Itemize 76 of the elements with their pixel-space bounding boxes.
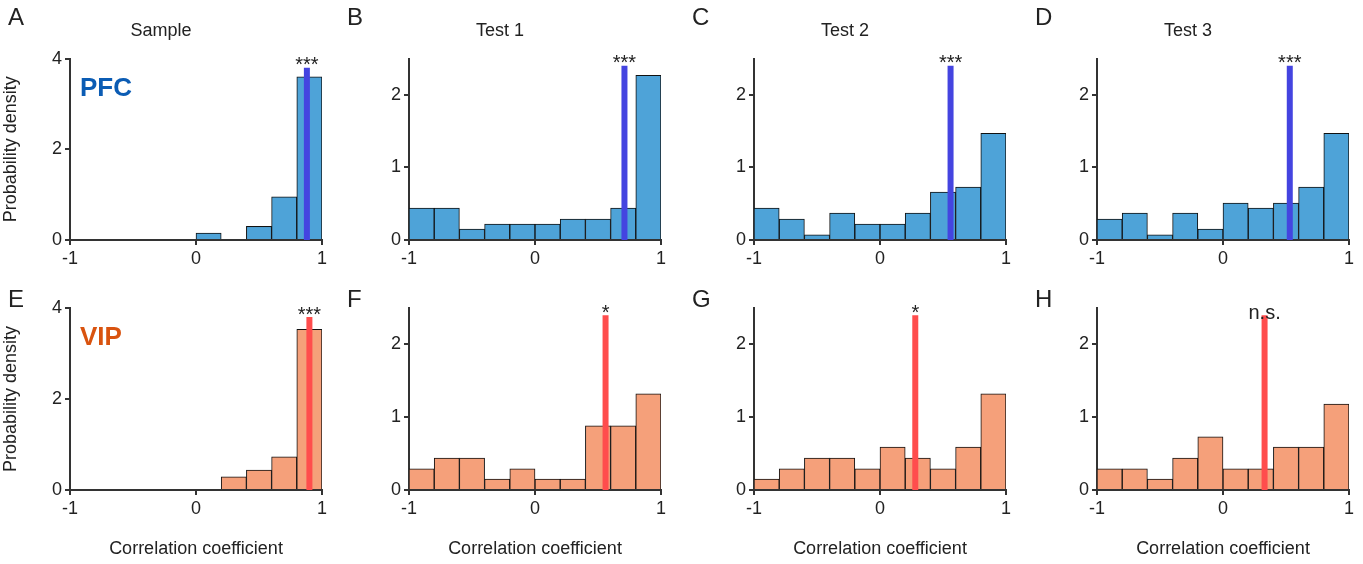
y-tick-label: 2 <box>735 333 746 354</box>
x-tick-label: 1 <box>316 497 328 518</box>
chart-title: Test 3 <box>1163 19 1213 40</box>
x-tick-label: 1 <box>655 497 667 518</box>
x-tick-label: 1 <box>1000 497 1012 518</box>
y-axis-title: Probability density <box>0 325 20 473</box>
y-tick-label: 0 <box>390 228 401 249</box>
annotation: * <box>911 300 920 323</box>
y-tick-label: 2 <box>735 83 746 104</box>
chart-title: Sample <box>130 19 192 40</box>
annotation: PFC <box>80 71 133 102</box>
x-tick-label: -1 <box>61 497 79 518</box>
x-tick-label: -1 <box>1088 247 1106 268</box>
x-tick-label: 0 <box>874 497 886 518</box>
x-tick-label: 1 <box>1000 247 1012 268</box>
y-tick-label: 1 <box>735 406 746 427</box>
annotation: * <box>601 300 610 323</box>
x-tick-label: -1 <box>400 497 418 518</box>
y-tick-label: 2 <box>390 333 401 354</box>
y-tick-label: 0 <box>735 228 746 249</box>
x-tick-label: 1 <box>655 247 667 268</box>
y-tick-label: 0 <box>1078 228 1089 249</box>
y-tick-label: 2 <box>1078 333 1089 354</box>
annotation: *** <box>297 302 322 325</box>
y-tick-label: 4 <box>51 47 62 68</box>
y-tick-label: 2 <box>51 138 62 159</box>
x-tick-label: 0 <box>529 497 541 518</box>
chart-title: Test 2 <box>820 19 870 40</box>
x-tick-label: -1 <box>745 247 763 268</box>
annotation: *** <box>938 51 963 74</box>
annotation: n.s. <box>1248 300 1281 323</box>
y-tick-label: 1 <box>735 156 746 177</box>
x-tick-label: 0 <box>874 247 886 268</box>
x-tick-label: 0 <box>1217 497 1229 518</box>
x-tick-label: 1 <box>1343 247 1355 268</box>
y-tick-label: 0 <box>51 228 62 249</box>
x-tick-label: 0 <box>190 497 202 518</box>
x-tick-label: 1 <box>1343 497 1355 518</box>
y-tick-label: 1 <box>1078 156 1089 177</box>
y-tick-label: 0 <box>390 478 401 499</box>
x-axis-title: Correlation coefficient <box>793 538 967 559</box>
chart-title: Test 1 <box>475 19 525 40</box>
annotation: *** <box>612 51 637 74</box>
text: D <box>1035 2 1053 30</box>
x-axis-title: Correlation coefficient <box>1136 538 1310 559</box>
annotation: *** <box>295 53 319 76</box>
y-tick-label: 1 <box>1078 406 1089 427</box>
x-axis-title: Correlation coefficient <box>109 538 283 559</box>
y-tick-label: 1 <box>390 406 401 427</box>
y-tick-label: 0 <box>735 478 746 499</box>
x-tick-label: -1 <box>745 497 763 518</box>
text: H <box>1035 284 1053 312</box>
y-tick-label: 2 <box>51 387 62 408</box>
annotation: *** <box>1278 51 1302 74</box>
annotation: VIP <box>80 321 122 352</box>
x-tick-label: 0 <box>529 247 541 268</box>
y-tick-label: 2 <box>390 83 401 104</box>
y-tick-label: 0 <box>1078 478 1089 499</box>
text: E <box>8 284 25 312</box>
y-tick-label: 4 <box>51 296 62 317</box>
x-tick-label: 0 <box>1217 247 1229 268</box>
text: A <box>8 2 25 30</box>
x-tick-label: 1 <box>316 247 328 268</box>
x-tick-label: -1 <box>1088 497 1106 518</box>
text: B <box>347 2 364 30</box>
text: C <box>692 2 710 30</box>
x-axis-title: Correlation coefficient <box>448 538 622 559</box>
y-tick-label: 0 <box>51 478 62 499</box>
x-tick-label: 0 <box>190 247 202 268</box>
x-tick-label: -1 <box>400 247 418 268</box>
text: G <box>692 284 711 312</box>
y-axis-title: Probability density <box>0 76 20 223</box>
y-tick-label: 1 <box>390 156 401 177</box>
y-tick-label: 2 <box>1078 83 1089 104</box>
x-tick-label: -1 <box>61 247 79 268</box>
text: F <box>347 284 362 312</box>
